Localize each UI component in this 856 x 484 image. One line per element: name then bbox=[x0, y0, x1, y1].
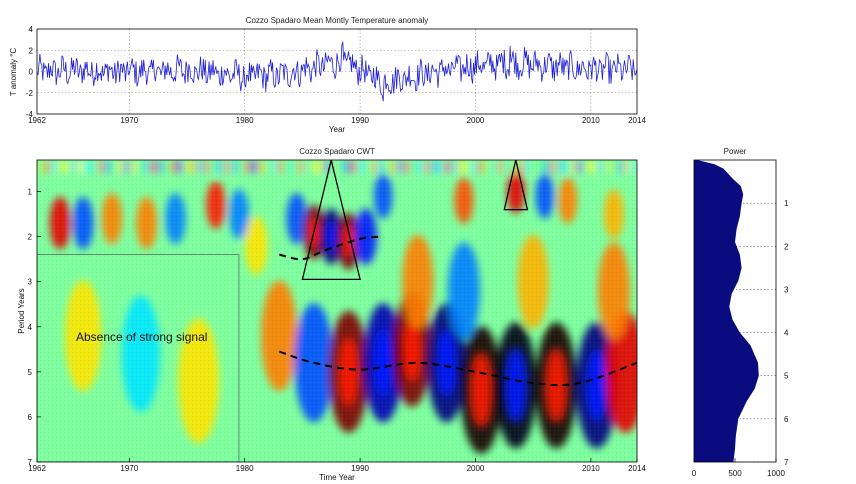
cwt-xtick-label: 2014 bbox=[628, 464, 646, 473]
cwt-xlabel: Time Year bbox=[319, 473, 355, 482]
cwt-axes-box bbox=[36, 159, 638, 463]
timeseries-xtick-label: 1970 bbox=[120, 116, 138, 125]
power-ytick-label: 7 bbox=[784, 458, 789, 467]
timeseries-grid bbox=[37, 29, 637, 114]
power-xtick-label: 500 bbox=[728, 469, 742, 478]
cwt-texture bbox=[37, 160, 637, 462]
cwt-xtick-label: 1970 bbox=[120, 464, 138, 473]
power-panel: Power 1 2 3 4 5 6 7 0 500 1000 bbox=[692, 147, 789, 478]
timeseries-xlabel: Year bbox=[329, 125, 346, 134]
ridge-line bbox=[278, 350, 637, 387]
absence-region-box bbox=[37, 254, 240, 462]
cwt-xtick-label: 2000 bbox=[467, 464, 485, 473]
cwt-ylabel: Period Years bbox=[17, 288, 26, 333]
timeseries-xtick-label: 2014 bbox=[628, 116, 646, 125]
timeseries-line bbox=[37, 41, 637, 102]
cwt-ytick-label: 4 bbox=[28, 323, 33, 332]
cwt-xtick-label: 1980 bbox=[236, 464, 254, 473]
power-ytick-label: 4 bbox=[784, 329, 789, 338]
cwt-title: Cozzo Spadaro CWT bbox=[299, 147, 375, 156]
power-ticks: 1 2 3 4 5 6 7 0 500 1000 bbox=[692, 199, 789, 478]
cone-triangle bbox=[301, 160, 361, 281]
timeseries-xtick-label: 1962 bbox=[28, 116, 46, 125]
timeseries-ytick-label: -2 bbox=[26, 89, 34, 98]
cwt-ytick-label: 3 bbox=[28, 278, 33, 287]
timeseries-xtick-label: 1990 bbox=[351, 116, 369, 125]
cwt-ytick-label: 2 bbox=[28, 233, 33, 242]
cwt-overlays bbox=[37, 160, 637, 462]
power-ytick-label: 3 bbox=[784, 285, 789, 294]
cwt-xtick-label: 2010 bbox=[582, 464, 600, 473]
timeseries-ytick-label: 2 bbox=[29, 46, 34, 55]
ridge-line bbox=[279, 235, 384, 261]
timeseries-xtick-label: 1980 bbox=[236, 116, 254, 125]
cwt-ytick-label: 5 bbox=[28, 368, 33, 377]
power-ytick-label: 6 bbox=[784, 415, 789, 424]
timeseries-panel: Cozzo Spadaro Mean Montly Temperature an… bbox=[9, 16, 646, 134]
power-ytick-label: 1 bbox=[784, 199, 789, 208]
timeseries-xtick-label: 2010 bbox=[582, 116, 600, 125]
cwt-ticks: 1962 1970 1980 1990 2000 2010 2014 1 2 3 4 5 6 7 bbox=[28, 188, 647, 473]
annotation-absence: Absence of strong signal bbox=[76, 330, 207, 344]
cone-triangle bbox=[503, 160, 529, 211]
cwt-ytick-label: 7 bbox=[28, 458, 33, 467]
timeseries-xtick-label: 2000 bbox=[467, 116, 485, 125]
cwt-xtick-label: 1990 bbox=[351, 464, 369, 473]
power-xtick-label: 1000 bbox=[767, 469, 785, 478]
timeseries-ylabel: T anomaly °C bbox=[9, 48, 18, 97]
cwt-xtick-label: 1962 bbox=[28, 464, 46, 473]
power-title: Power bbox=[724, 147, 747, 156]
timeseries-ytick-label: 0 bbox=[29, 68, 34, 77]
timeseries-ticks: 1962 1970 1980 1990 2000 2010 2014 4 2 0 -2 -4 bbox=[26, 25, 647, 125]
timeseries-ytick-label: -4 bbox=[26, 110, 34, 119]
power-area bbox=[694, 160, 759, 462]
cwt-panel: Cozzo Spadaro CWT 1962 1970 1980 1990 2000 20… bbox=[17, 147, 646, 482]
power-ytick-label: 2 bbox=[784, 242, 789, 251]
power-xtick-label: 0 bbox=[692, 469, 697, 478]
cwt-ytick-label: 6 bbox=[28, 413, 33, 422]
timeseries-title: Cozzo Spadaro Mean Montly Temperature an… bbox=[246, 16, 429, 25]
cwt-ytick-label: 1 bbox=[28, 188, 33, 197]
power-ytick-label: 5 bbox=[784, 372, 789, 381]
timeseries-ytick-label: 4 bbox=[29, 25, 34, 34]
